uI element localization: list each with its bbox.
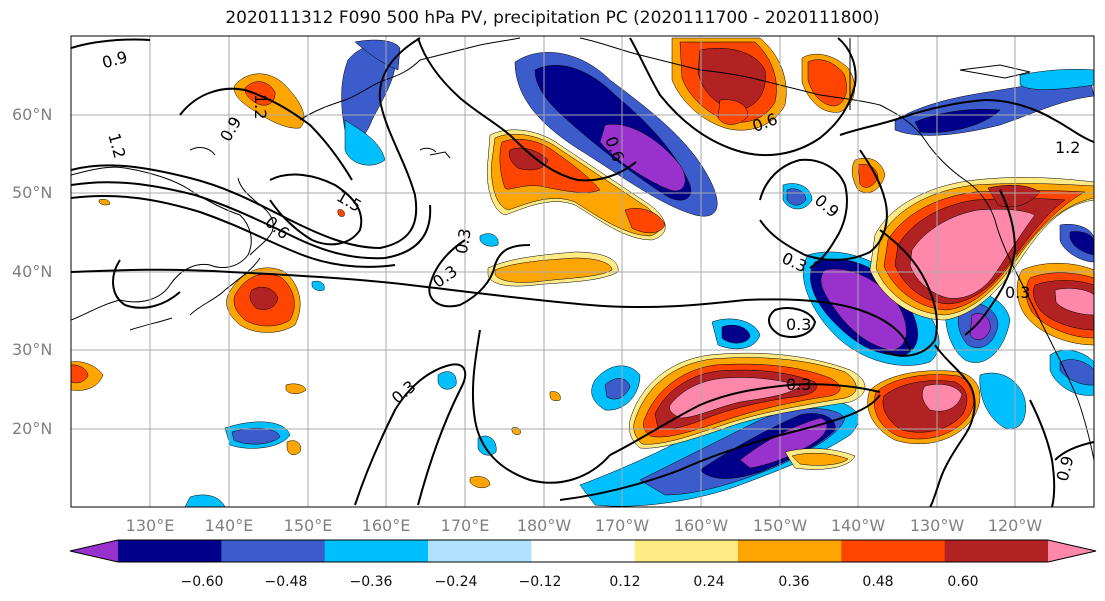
graticule xyxy=(71,36,1094,507)
lon-label: 140°E xyxy=(204,516,254,535)
lon-label: 140°W xyxy=(830,516,886,535)
colorbar-tick-label: −0.48 xyxy=(264,574,308,590)
lat-label-40n: 40°N xyxy=(12,262,53,281)
colorbar-tick-label: 0.48 xyxy=(862,574,894,590)
contour-label: 0.9 xyxy=(216,113,245,145)
pv-contours xyxy=(71,37,1094,507)
precipitation-anomaly-shading xyxy=(71,37,1094,507)
lon-label: 150°E xyxy=(283,516,333,535)
contour-label: 1.2 xyxy=(104,131,129,161)
contour-label: 1.2 xyxy=(1055,138,1080,157)
colorbar-tick-label: −0.36 xyxy=(349,574,393,590)
colorbar-tick-label: 0.24 xyxy=(693,574,725,590)
lon-label: 170°W xyxy=(594,516,650,535)
lat-label-30n: 30°N xyxy=(12,340,53,359)
colorbar-tick-label: 0.36 xyxy=(778,574,810,590)
lat-label-20n: 20°N xyxy=(12,419,53,438)
colorbar-tick-label: −0.24 xyxy=(434,574,478,590)
colorbar-tick-label: −0.60 xyxy=(180,574,224,590)
lon-label: 180°W xyxy=(516,516,572,535)
colorbar-tick-label: 0.60 xyxy=(947,574,979,590)
lon-label: 120°W xyxy=(987,516,1043,535)
map-title: 2020111312 F090 500 hPa PV, precipitatio… xyxy=(225,8,880,28)
lon-label: 130°E xyxy=(125,516,175,535)
lon-label: 150°W xyxy=(752,516,808,535)
lon-label: 170°E xyxy=(440,516,490,535)
colorbar-tick-label: 0.12 xyxy=(609,574,641,590)
contour-label: 0.9 xyxy=(811,191,843,222)
contour-label: 0.3 xyxy=(388,377,420,408)
contour-label: 0.3 xyxy=(786,315,811,334)
contour-label: 0.3 xyxy=(786,375,811,394)
lon-label: 160°E xyxy=(361,516,411,535)
colorbar-tick-label: −0.12 xyxy=(518,574,562,590)
lon-label: 160°W xyxy=(673,516,729,535)
contour-label: 0.3 xyxy=(452,227,475,255)
contour-label: 1.2 xyxy=(251,94,270,119)
map-frame xyxy=(70,35,1095,508)
lon-label: 130°W xyxy=(909,516,965,535)
contour-label: 0.9 xyxy=(100,47,130,72)
contour-label: 0.3 xyxy=(1005,283,1030,302)
lat-label-50n: 50°N xyxy=(12,183,53,202)
lat-label-60n: 60°N xyxy=(12,105,53,124)
